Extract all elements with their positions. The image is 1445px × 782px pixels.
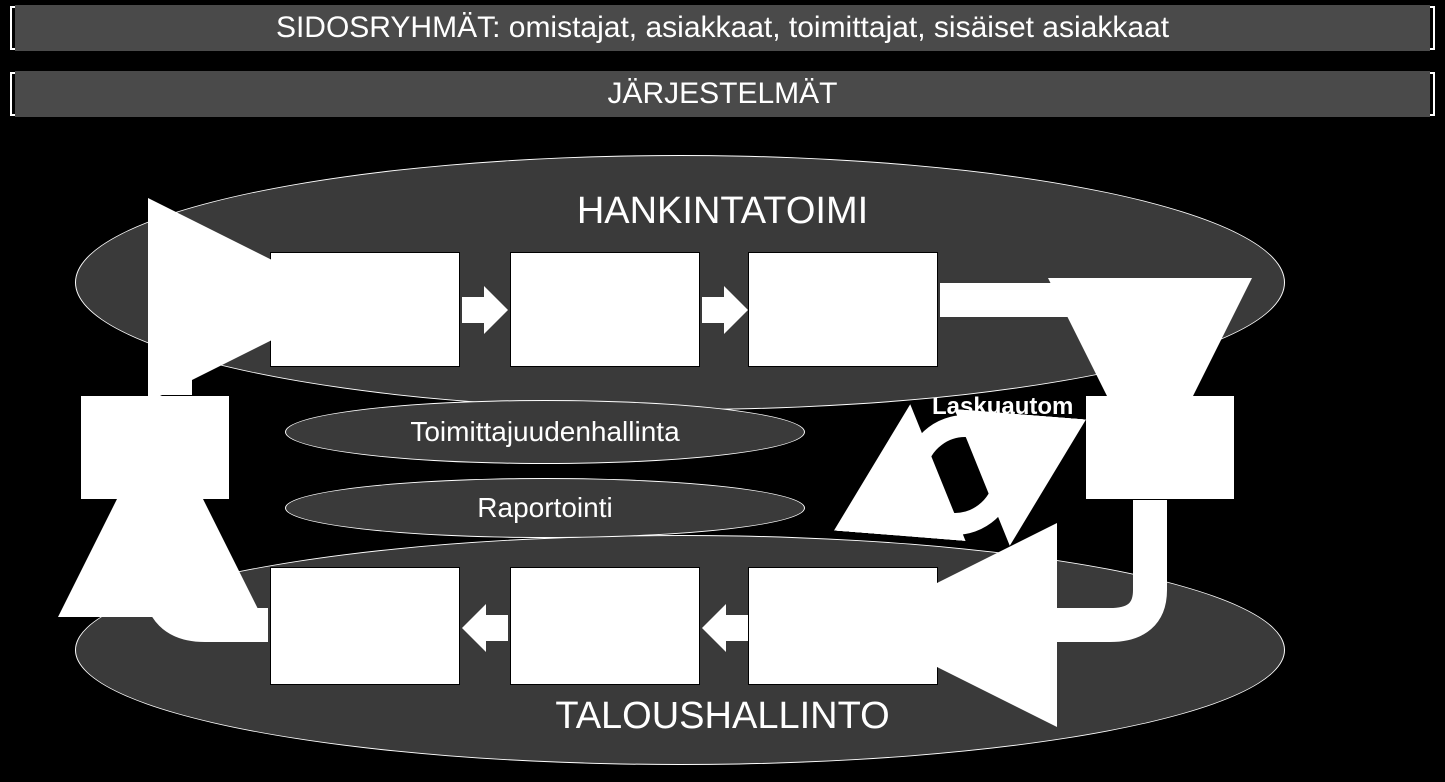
label-laskuautomaatio: Laskuautom	[932, 393, 1092, 421]
arrow-left-to-top	[175, 300, 250, 395]
arrow-top-to-right	[940, 300, 1150, 380]
arrow-bottom-to-left	[160, 515, 268, 625]
label-finance: TALOUSHALLINTO	[423, 695, 1023, 738]
flow-arrows	[0, 0, 1445, 782]
arrow-self-loop	[905, 425, 1015, 525]
